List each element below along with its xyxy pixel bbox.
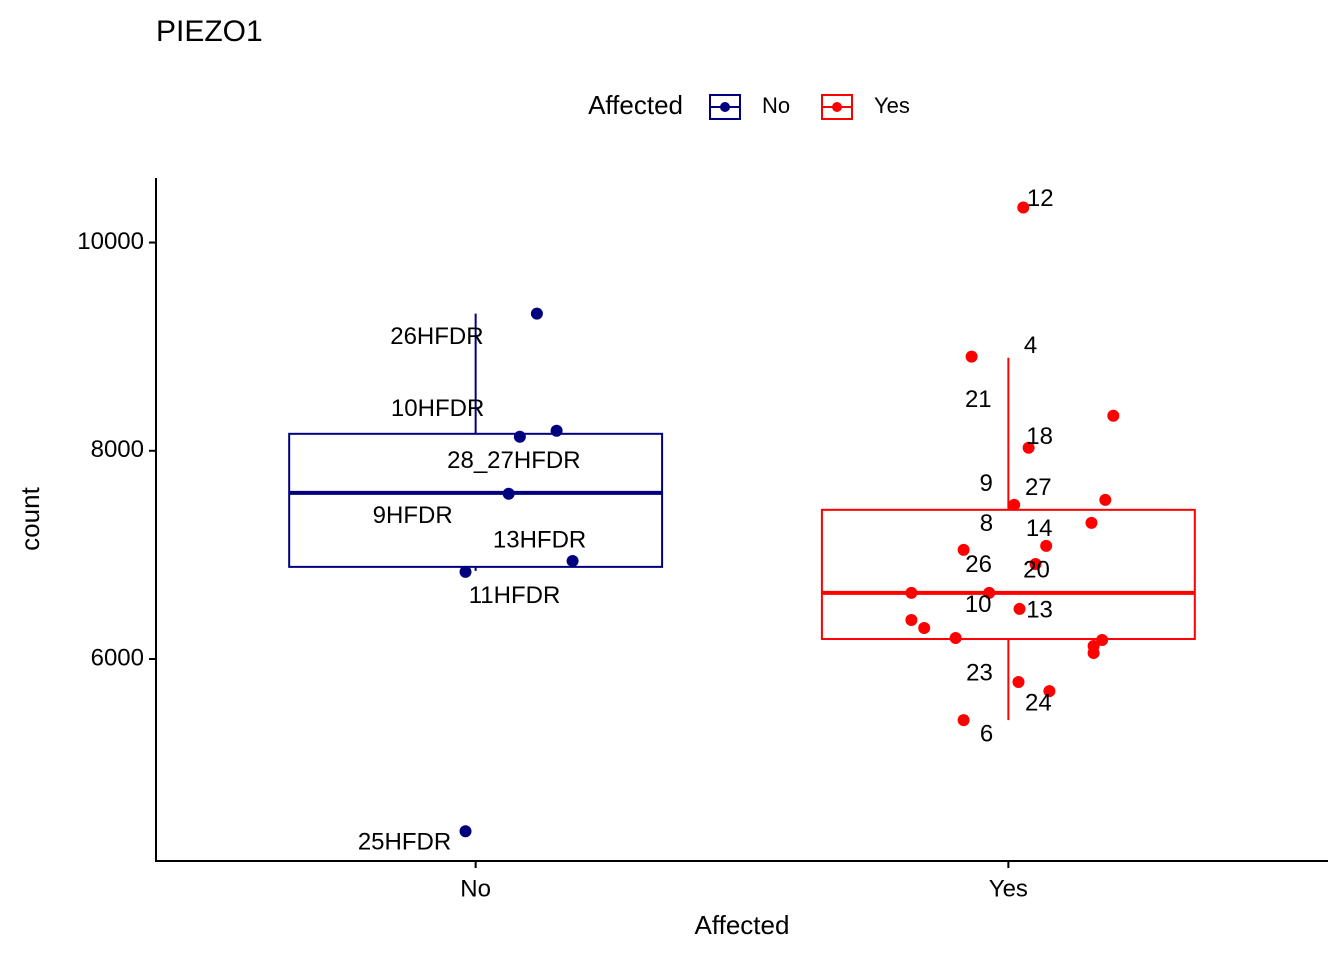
y-axis-title: count [15, 486, 45, 550]
legend-label: No [762, 93, 790, 118]
legend-title: Affected [588, 90, 683, 120]
point-label: 13HFDR [493, 526, 586, 553]
point [1022, 441, 1035, 454]
point-label: 12 [1027, 185, 1054, 212]
point-label: 10HFDR [391, 395, 484, 422]
point-label: 25HFDR [358, 829, 451, 856]
point-label: 4 [1024, 332, 1037, 359]
y-tick-label: 6000 [91, 644, 144, 671]
point-label: 28_27HFDR [447, 447, 580, 474]
point-label: 20 [1023, 556, 1050, 583]
point [965, 350, 978, 363]
point [957, 714, 970, 727]
y-tick-label: 10000 [77, 228, 144, 255]
x-tick-label: No [460, 875, 491, 902]
y-tick-label: 8000 [91, 436, 144, 463]
point [566, 554, 579, 567]
point [1099, 493, 1112, 506]
point [1040, 539, 1053, 552]
point [905, 613, 918, 626]
point [1012, 676, 1025, 689]
point-label: 11HFDR [469, 582, 561, 609]
point-label: 9HFDR [373, 502, 453, 529]
point [1013, 602, 1026, 615]
point-label: 26HFDR [390, 323, 483, 350]
point [905, 586, 918, 599]
x-axis-title: Affected [695, 910, 790, 940]
legend-key-dot [720, 102, 730, 112]
point [983, 586, 996, 599]
point-label: 23 [966, 659, 993, 686]
point-label: 21 [965, 386, 992, 413]
x-tick-label: Yes [989, 875, 1028, 902]
chart-title: PIEZO1 [156, 15, 263, 48]
point [1107, 409, 1120, 422]
point-label: 14 [1026, 515, 1053, 542]
point [1008, 498, 1021, 511]
point-label: 18 [1026, 423, 1053, 450]
point [530, 307, 543, 320]
box [288, 432, 664, 568]
point [550, 424, 563, 437]
box [820, 508, 1196, 641]
point [1029, 557, 1042, 570]
point [1043, 685, 1056, 698]
point [459, 565, 472, 578]
point-label: 24 [1025, 689, 1052, 716]
point [1085, 516, 1098, 529]
point-label: 8 [980, 510, 993, 537]
legend-label: Yes [874, 93, 910, 118]
point [502, 487, 515, 500]
point [957, 543, 970, 556]
legend-key-dot [832, 102, 842, 112]
point-label: 13 [1026, 596, 1053, 623]
point-label: 9 [980, 470, 993, 497]
point-label: 27 [1025, 474, 1052, 501]
point [1087, 646, 1100, 659]
point-label: 6 [980, 720, 993, 747]
point [918, 621, 931, 634]
point-label: 26 [965, 551, 992, 578]
point [513, 430, 526, 443]
point [459, 825, 472, 838]
point-label: 10 [965, 591, 992, 618]
point [1017, 201, 1030, 214]
point [949, 631, 962, 644]
point [1096, 633, 1109, 646]
